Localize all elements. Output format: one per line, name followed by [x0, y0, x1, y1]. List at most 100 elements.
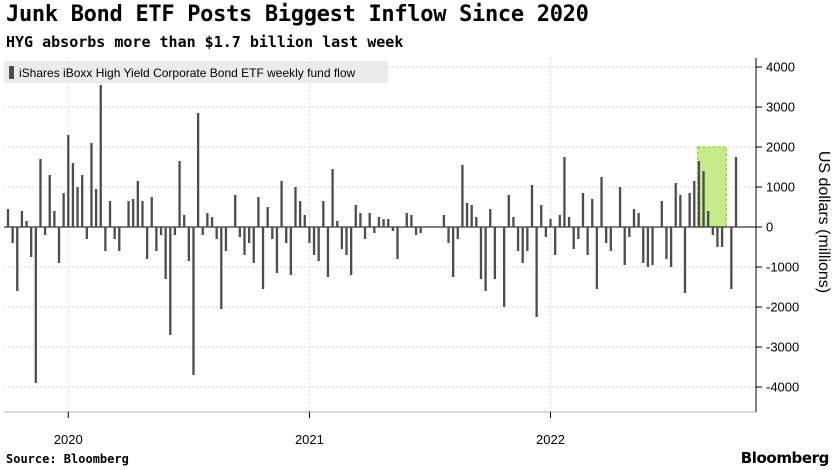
bar — [618, 187, 622, 227]
bar — [20, 211, 24, 227]
bar — [280, 181, 283, 227]
bar — [646, 227, 650, 267]
bar — [145, 227, 149, 259]
bar — [512, 217, 515, 227]
bar — [456, 227, 459, 239]
bar — [113, 227, 116, 239]
bar — [30, 227, 33, 257]
bar — [665, 227, 668, 259]
y-tick-label: 4000 — [766, 60, 795, 75]
bar — [34, 227, 37, 383]
bar — [493, 227, 497, 279]
bar — [62, 193, 65, 227]
bar — [507, 195, 510, 227]
bar — [67, 135, 70, 227]
chart-subtitle: HYG absorbs more than $1.7 billion last … — [6, 33, 404, 51]
bar — [90, 143, 93, 227]
bar — [354, 205, 357, 227]
bar — [206, 213, 209, 227]
bar — [234, 195, 237, 227]
bar — [312, 227, 316, 255]
y-tick-labels: 4000 3000 2000 1000 0 -1000 -2000 -3000 -4000 — [766, 60, 799, 395]
bar — [210, 217, 214, 227]
bar — [484, 227, 487, 291]
bar — [308, 227, 311, 243]
bar — [285, 227, 288, 243]
bar — [530, 185, 534, 227]
bar — [558, 215, 561, 227]
legend-label: iShares iBoxx High Yield Corporate Bond … — [19, 66, 355, 80]
bar — [183, 215, 186, 227]
bar — [521, 227, 524, 263]
bar — [396, 227, 399, 259]
legend-swatch — [9, 66, 14, 79]
bar — [118, 227, 121, 251]
bar — [600, 177, 603, 227]
bar — [683, 227, 687, 293]
bar — [76, 187, 79, 227]
bar — [215, 227, 218, 239]
bar — [275, 227, 279, 273]
latest-week-highlight — [696, 146, 728, 228]
bar — [298, 201, 302, 227]
bar — [693, 181, 696, 227]
bar — [581, 193, 585, 227]
y-tick-label: -1000 — [766, 260, 799, 275]
bar — [108, 201, 112, 227]
bar — [136, 181, 139, 227]
bar — [271, 227, 274, 239]
bar — [71, 163, 75, 227]
bar — [554, 227, 557, 255]
bar — [178, 161, 181, 227]
bar — [48, 175, 51, 227]
y-tick-label: 0 — [766, 220, 773, 235]
bar — [192, 227, 195, 375]
bar — [591, 199, 594, 227]
y-tick-label: 2000 — [766, 140, 795, 155]
bar — [623, 227, 626, 265]
bar — [716, 227, 719, 247]
bar — [544, 227, 548, 237]
bar — [442, 215, 446, 227]
bar — [535, 227, 538, 317]
bar — [150, 197, 153, 227]
bar — [331, 169, 334, 227]
bar — [164, 227, 167, 279]
bar — [414, 227, 418, 235]
chart-title: Junk Bond ETF Posts Biggest Inflow Since… — [6, 2, 589, 27]
bar — [526, 227, 529, 251]
bar — [711, 227, 714, 235]
brand-logo: Bloomberg — [740, 449, 830, 467]
bar — [391, 227, 395, 231]
bar — [373, 227, 376, 233]
bar — [720, 227, 724, 247]
bar — [730, 227, 733, 289]
bar — [43, 227, 47, 235]
bar — [503, 227, 506, 307]
bar — [85, 227, 88, 239]
bar — [586, 227, 589, 255]
bar — [132, 199, 135, 227]
bar — [57, 227, 61, 263]
bar — [16, 227, 19, 291]
bar — [628, 227, 631, 237]
bar — [363, 227, 367, 239]
bar — [605, 227, 608, 243]
bar — [567, 217, 571, 227]
bar — [609, 227, 612, 251]
bars — [6, 85, 738, 383]
bar — [340, 227, 344, 249]
bar — [159, 227, 163, 235]
bar — [252, 227, 255, 263]
bar — [141, 201, 144, 227]
bar — [563, 157, 566, 227]
bar — [173, 227, 177, 235]
y-axis-label: US dollars (millions) — [815, 151, 832, 293]
bar — [317, 227, 320, 261]
bar — [359, 213, 362, 227]
y-tick-label: -2000 — [766, 300, 799, 315]
bar — [637, 213, 640, 227]
bar — [447, 227, 450, 243]
bar — [247, 227, 251, 243]
bar — [294, 187, 297, 227]
